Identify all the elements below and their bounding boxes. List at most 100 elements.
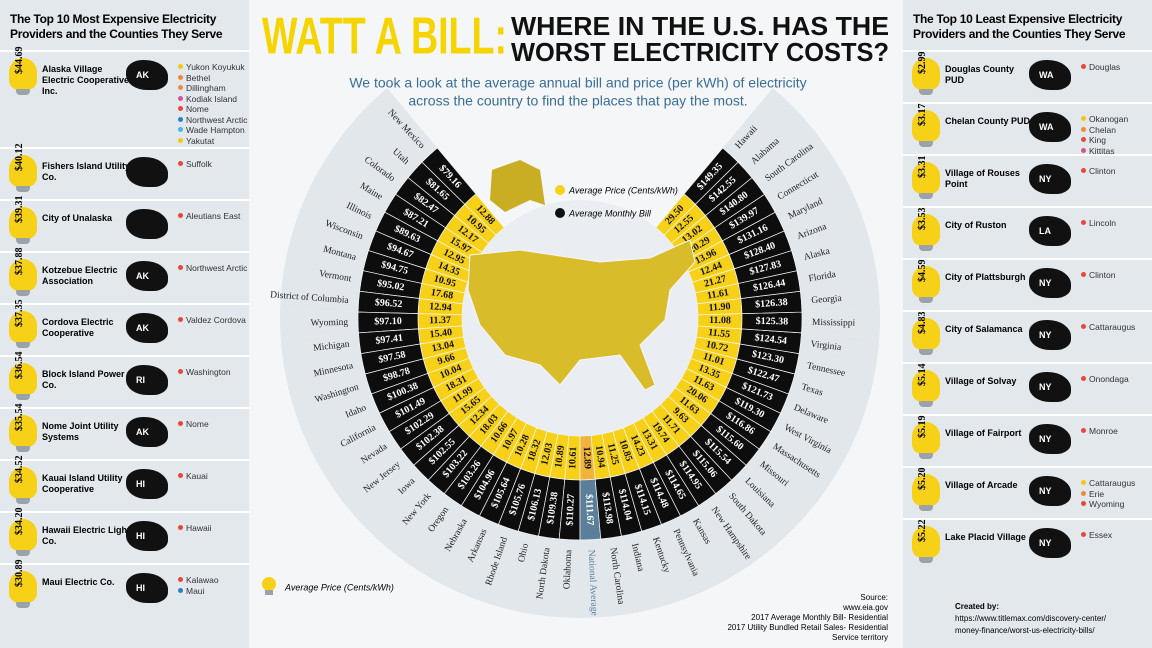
price-label: 11.25 <box>605 442 621 466</box>
outer-band <box>280 281 360 313</box>
bulb-base <box>16 498 30 504</box>
county-list: Washington <box>178 367 231 378</box>
provider-name: Maui Electric Co. <box>42 577 115 587</box>
county-item: Lincoln <box>1081 218 1116 229</box>
bulb-icon <box>9 571 37 603</box>
credit-line: https://www.titlemax.com/discovery-cente… <box>955 614 1107 623</box>
bulb-base <box>16 446 30 452</box>
county-item: Aleutians East <box>178 211 240 222</box>
county-bullet <box>1081 501 1086 506</box>
provider-row: $40.12 Fishers Island Utility Co. Suffolk <box>0 144 249 199</box>
county-item: Clinton <box>1081 270 1115 281</box>
provider-price: $3.53 <box>917 207 928 231</box>
panel-title: The Top 10 Least Expensive Electricity P… <box>913 12 1126 41</box>
outer-band <box>298 393 380 447</box>
state-shape <box>126 573 168 603</box>
county-item: Northwest Arctic <box>178 263 247 274</box>
state-shape <box>126 209 168 239</box>
county-item: Suffolk <box>178 159 212 170</box>
outer-band <box>759 431 838 495</box>
provider-row: $44.69 Alaska Village Electric Cooperativ… <box>0 47 249 147</box>
state-shape <box>126 313 168 343</box>
provider-price: $34.52 <box>14 455 25 484</box>
right-panel: The Top 10 Least Expensive Electricity P… <box>903 0 1152 648</box>
county-name: Yakutat <box>186 135 215 146</box>
bulb-icon <box>9 363 37 395</box>
state-abbr: AK <box>136 271 149 281</box>
outer-band <box>580 539 609 618</box>
provider-row: $4.83 City of Salamanca NY Cattaraugus <box>903 310 1152 362</box>
source-line: www.eia.gov <box>842 603 888 612</box>
provider-row: $5.19 Village of Fairport NY Monroe <box>903 414 1152 466</box>
bill-label: $97.10 <box>374 316 402 328</box>
provider-price: $35.54 <box>14 403 25 432</box>
provider-name: Village of Fairport <box>945 428 1022 438</box>
bulb-base <box>16 89 30 95</box>
outer-band <box>355 465 429 538</box>
provider-row: $35.54 Nome Joint Utility Systems AK Nome <box>0 403 249 459</box>
bill-label: $97.41 <box>375 333 404 347</box>
county-name: King <box>1089 135 1107 145</box>
price-label: 10.61 <box>567 446 579 469</box>
state-abbr: AK <box>136 70 149 80</box>
outer-band <box>784 200 866 251</box>
bill-label: $110.27 <box>565 494 577 526</box>
provider-row: $36.54 Block Island Power Co. RI Washington <box>0 352 249 407</box>
county-name: Washington <box>186 367 231 377</box>
county-list: Essex <box>1081 530 1112 541</box>
county-bullet <box>1081 324 1086 329</box>
state-shape <box>1029 60 1071 90</box>
county-name: Northwest Arctic <box>186 263 248 273</box>
bulb-icon <box>9 467 37 499</box>
provider-price: $3.31 <box>917 155 928 179</box>
county-bullet <box>1081 480 1086 485</box>
title-lead: WATT A BILL: <box>262 8 507 66</box>
outer-band <box>308 413 390 472</box>
outer-band <box>419 505 480 586</box>
panel-title: The Top 10 Most Expensive Electricity Pr… <box>10 12 223 41</box>
state-label: Oklahoma <box>562 549 574 590</box>
state-label: Georgia <box>811 294 843 306</box>
provider-name: Chelan County PUD <box>945 116 1031 126</box>
county-item: Yakutat <box>178 136 247 147</box>
legend-bulb-base <box>265 590 273 595</box>
provider-price: $4.83 <box>917 311 928 335</box>
county-bullet <box>1081 116 1086 121</box>
state-shape <box>1029 372 1071 402</box>
county-name: Aleutians East <box>186 211 241 221</box>
provider-price: $37.35 <box>14 299 25 328</box>
outer-band <box>444 515 499 598</box>
outer-band <box>791 226 874 271</box>
state-shape <box>126 521 168 551</box>
county-bullet <box>178 587 183 593</box>
state-shape <box>1029 424 1071 454</box>
bill-label: $109.38 <box>545 491 560 525</box>
county-name: Suffolk <box>186 159 212 169</box>
bill-label: $126.44 <box>752 278 786 294</box>
county-list: Northwest Arctic <box>178 263 247 274</box>
outer-band <box>289 374 372 421</box>
county-name: Cattaraugus <box>1089 322 1136 332</box>
county-bullet <box>178 473 183 478</box>
outer-band <box>375 480 445 556</box>
price-label: 11.08 <box>709 315 731 326</box>
county-list: Okanogan Chelan King Kittitas <box>1081 114 1128 156</box>
provider-row: $3.31 Village of Rouses Point NY Clinton <box>903 154 1152 206</box>
provider-row: $34.20 Hawaii Electric Light Co. HI Hawaii <box>0 508 249 563</box>
county-bullet <box>178 85 183 90</box>
bulb-icon <box>912 526 940 558</box>
bulb-icon <box>912 474 940 506</box>
county-item: Erie <box>1081 489 1135 500</box>
county-item: Monroe <box>1081 426 1118 437</box>
outer-band <box>746 448 823 517</box>
bulb-icon <box>912 266 940 298</box>
county-bullet <box>178 577 183 582</box>
source-line: 2017 Utility Bundled Retail Sales- Resid… <box>727 623 888 632</box>
provider-row: $30.89 Maui Electric Co. HI Kalawao Maui <box>0 560 249 615</box>
left-panel: The Top 10 Most Expensive Electricity Pr… <box>0 0 249 648</box>
provider-name: Douglas County PUD <box>945 64 1014 85</box>
county-item: Valdez Cordova <box>178 315 246 326</box>
outer-band <box>641 524 691 607</box>
county-name: Nome <box>186 419 209 429</box>
provider-name: City of Ruston <box>945 220 1007 230</box>
